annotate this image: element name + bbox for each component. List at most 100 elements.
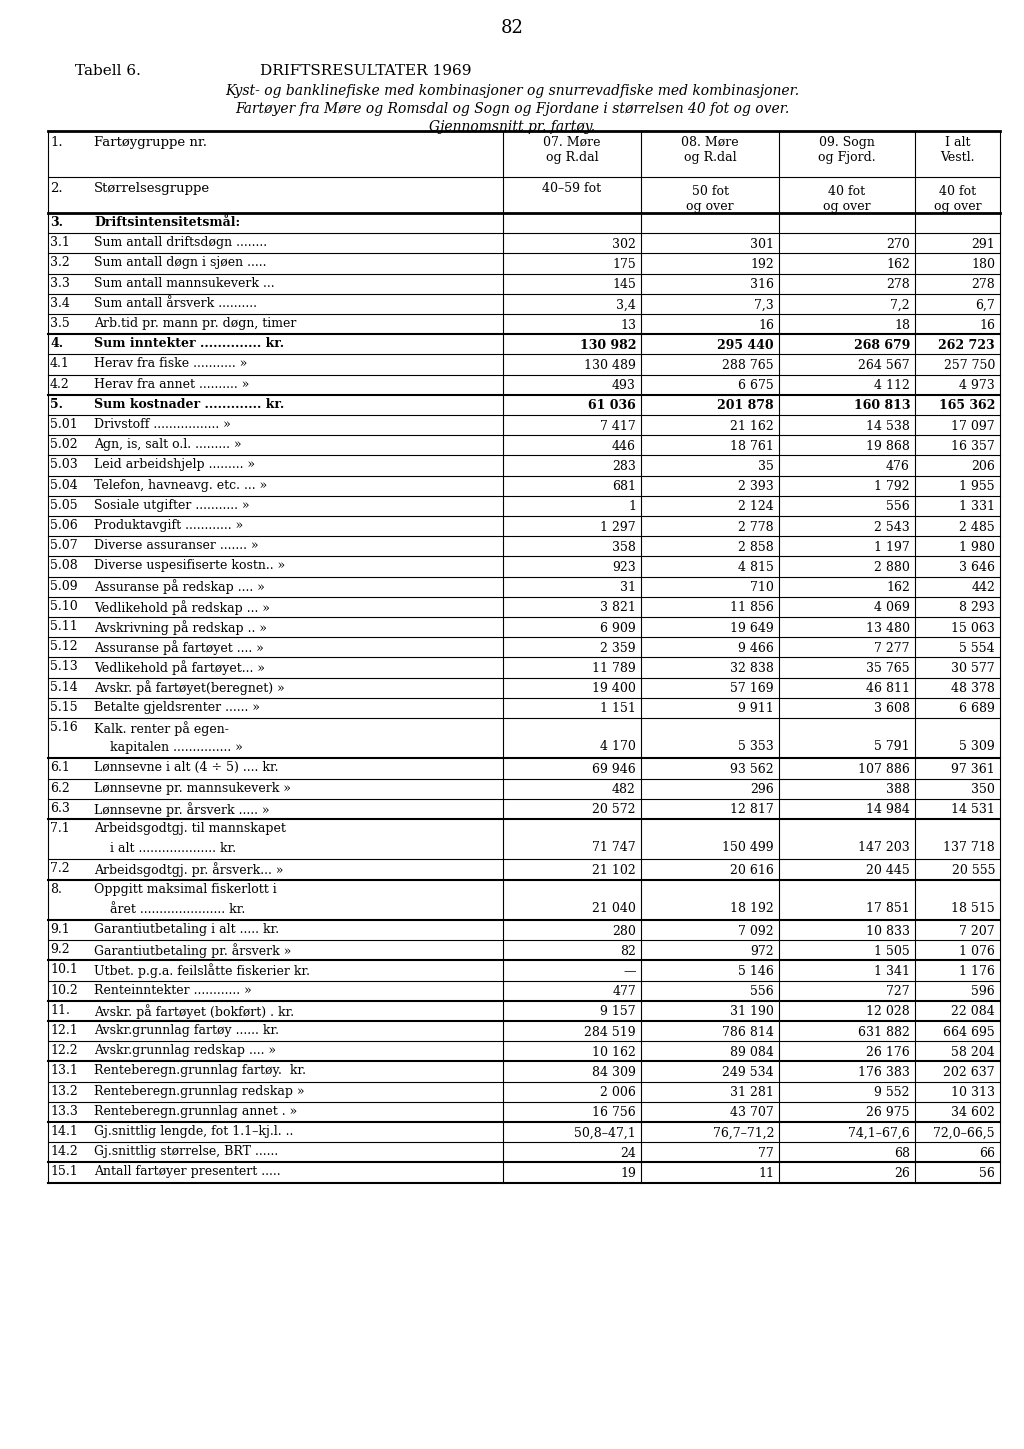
Text: 664 695: 664 695 bbox=[943, 1026, 995, 1039]
Text: 5 309: 5 309 bbox=[959, 740, 995, 753]
Text: Antall fartøyer presentert .....: Antall fartøyer presentert ..... bbox=[94, 1165, 281, 1178]
Text: 10 833: 10 833 bbox=[866, 924, 910, 938]
Text: Garantiutbetaling pr. årsverk »: Garantiutbetaling pr. årsverk » bbox=[94, 943, 292, 958]
Text: 7,2: 7,2 bbox=[891, 298, 910, 312]
Text: 477: 477 bbox=[612, 985, 636, 998]
Text: 3.3: 3.3 bbox=[50, 277, 70, 290]
Text: Sum kostnader ............. kr.: Sum kostnader ............. kr. bbox=[94, 398, 285, 412]
Text: 278: 278 bbox=[886, 278, 910, 291]
Text: 24: 24 bbox=[621, 1146, 636, 1159]
Text: 2 543: 2 543 bbox=[874, 520, 910, 533]
Text: 1.: 1. bbox=[50, 136, 62, 149]
Text: Herav fra annet .......... »: Herav fra annet .......... » bbox=[94, 378, 250, 391]
Text: 22 084: 22 084 bbox=[951, 1006, 995, 1019]
Text: Kalk. renter på egen-: Kalk. renter på egen- bbox=[94, 722, 229, 736]
Text: 3.: 3. bbox=[50, 216, 63, 229]
Text: 2 124: 2 124 bbox=[738, 500, 774, 513]
Text: 493: 493 bbox=[612, 380, 636, 393]
Text: 2 485: 2 485 bbox=[959, 520, 995, 533]
Text: 137 718: 137 718 bbox=[943, 842, 995, 855]
Text: 2.: 2. bbox=[50, 183, 62, 196]
Text: 1 505: 1 505 bbox=[874, 945, 910, 958]
Text: Gj.snittlig lengde, fot 1.1–kj.l. ..: Gj.snittlig lengde, fot 1.1–kj.l. .. bbox=[94, 1124, 293, 1137]
Text: 5.05: 5.05 bbox=[50, 498, 78, 511]
Text: 596: 596 bbox=[971, 985, 995, 998]
Text: 13: 13 bbox=[620, 319, 636, 332]
Text: 4.2: 4.2 bbox=[50, 378, 70, 391]
Text: 14.2: 14.2 bbox=[50, 1145, 78, 1158]
Text: 270: 270 bbox=[886, 238, 910, 251]
Text: 192: 192 bbox=[751, 258, 774, 271]
Text: 3 608: 3 608 bbox=[874, 703, 910, 716]
Text: 5 554: 5 554 bbox=[959, 642, 995, 655]
Text: 556: 556 bbox=[886, 500, 910, 513]
Text: Sum antall mannsukeverk ...: Sum antall mannsukeverk ... bbox=[94, 277, 274, 290]
Text: Produktavgift ............ »: Produktavgift ............ » bbox=[94, 519, 244, 532]
Text: 6.3: 6.3 bbox=[50, 801, 70, 814]
Text: Fartøyer fra Møre og Romsdal og Sogn og Fjordane i størrelsen 40 fot og over.: Fartøyer fra Møre og Romsdal og Sogn og … bbox=[234, 101, 790, 116]
Text: 7.2: 7.2 bbox=[50, 862, 70, 875]
Text: 1 792: 1 792 bbox=[874, 480, 910, 493]
Text: 1: 1 bbox=[628, 500, 636, 513]
Text: 5 353: 5 353 bbox=[738, 740, 774, 753]
Text: Kyst- og banklinefiske med kombinasjoner og snurrevadfiske med kombinasjoner.: Kyst- og banklinefiske med kombinasjoner… bbox=[225, 84, 799, 99]
Text: 89 084: 89 084 bbox=[730, 1046, 774, 1059]
Text: 162: 162 bbox=[886, 581, 910, 594]
Text: 9 552: 9 552 bbox=[874, 1087, 910, 1100]
Text: 17 851: 17 851 bbox=[866, 901, 910, 914]
Text: 1 955: 1 955 bbox=[959, 480, 995, 493]
Text: 1 341: 1 341 bbox=[874, 965, 910, 978]
Text: 2 880: 2 880 bbox=[874, 561, 910, 574]
Text: 288 765: 288 765 bbox=[722, 359, 774, 372]
Text: 6,7: 6,7 bbox=[975, 298, 995, 312]
Text: 5.08: 5.08 bbox=[50, 559, 78, 572]
Text: 13.3: 13.3 bbox=[50, 1104, 78, 1117]
Text: 6 675: 6 675 bbox=[738, 380, 774, 393]
Text: 5.15: 5.15 bbox=[50, 701, 78, 714]
Text: Tabell 6.: Tabell 6. bbox=[75, 64, 141, 78]
Text: 160 813: 160 813 bbox=[853, 400, 910, 413]
Text: 57 169: 57 169 bbox=[730, 682, 774, 696]
Text: Avskr.grunnlag fartøy ...... kr.: Avskr.grunnlag fartøy ...... kr. bbox=[94, 1024, 279, 1037]
Text: 9.2: 9.2 bbox=[50, 943, 70, 956]
Text: 15 063: 15 063 bbox=[951, 622, 995, 635]
Text: 26 176: 26 176 bbox=[866, 1046, 910, 1059]
Text: 316: 316 bbox=[750, 278, 774, 291]
Text: 7 092: 7 092 bbox=[738, 924, 774, 938]
Text: 5.13: 5.13 bbox=[50, 661, 78, 674]
Text: 18 192: 18 192 bbox=[730, 901, 774, 914]
Text: Telefon, havneavg. etc. ... »: Telefon, havneavg. etc. ... » bbox=[94, 478, 267, 491]
Text: 2 359: 2 359 bbox=[600, 642, 636, 655]
Text: 16 357: 16 357 bbox=[951, 440, 995, 452]
Text: 280: 280 bbox=[612, 924, 636, 938]
Text: 1 176: 1 176 bbox=[959, 965, 995, 978]
Text: 249 534: 249 534 bbox=[722, 1066, 774, 1080]
Text: 1 297: 1 297 bbox=[600, 520, 636, 533]
Text: 21 102: 21 102 bbox=[592, 864, 636, 877]
Text: Drivstoff ................. »: Drivstoff ................. » bbox=[94, 417, 230, 430]
Text: Vedlikehold på fartøyet... »: Vedlikehold på fartøyet... » bbox=[94, 661, 265, 675]
Text: 5.04: 5.04 bbox=[50, 478, 78, 491]
Text: Lønnsevne pr. mannsukeverk »: Lønnsevne pr. mannsukeverk » bbox=[94, 781, 291, 794]
Text: 201 878: 201 878 bbox=[718, 400, 774, 413]
Text: 1 151: 1 151 bbox=[600, 703, 636, 716]
Text: Arbeidsgodtgj. pr. årsverk... »: Arbeidsgodtgj. pr. årsverk... » bbox=[94, 862, 284, 877]
Text: 46 811: 46 811 bbox=[866, 682, 910, 696]
Text: DRIFTSRESULTATER 1969: DRIFTSRESULTATER 1969 bbox=[260, 64, 471, 78]
Text: 7 417: 7 417 bbox=[600, 420, 636, 433]
Text: 8 293: 8 293 bbox=[959, 601, 995, 614]
Text: 268 679: 268 679 bbox=[854, 339, 910, 352]
Text: 76,7–71,2: 76,7–71,2 bbox=[713, 1127, 774, 1139]
Text: 12.2: 12.2 bbox=[50, 1045, 78, 1058]
Text: 40–59 fot: 40–59 fot bbox=[543, 183, 601, 196]
Text: 72,0–66,5: 72,0–66,5 bbox=[933, 1127, 995, 1139]
Text: 71 747: 71 747 bbox=[592, 842, 636, 855]
Text: 26: 26 bbox=[894, 1166, 910, 1179]
Text: 130 982: 130 982 bbox=[580, 339, 636, 352]
Text: 3.2: 3.2 bbox=[50, 256, 70, 270]
Text: 681: 681 bbox=[612, 480, 636, 493]
Text: 14 538: 14 538 bbox=[866, 420, 910, 433]
Text: 3.1: 3.1 bbox=[50, 236, 70, 249]
Text: 40 fot
og over: 40 fot og over bbox=[823, 185, 870, 213]
Text: 18 515: 18 515 bbox=[951, 901, 995, 914]
